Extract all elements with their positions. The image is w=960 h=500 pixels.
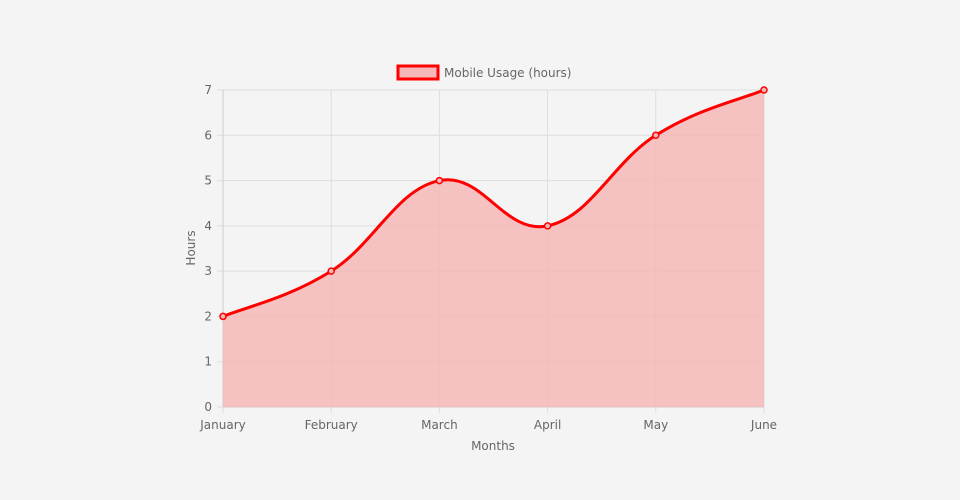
x-tick-label: February [305,418,358,432]
legend-label[interactable]: Mobile Usage (hours) [444,66,571,80]
data-point[interactable] [219,312,227,321]
data-point[interactable] [327,267,335,275]
y-tick-label: 2 [204,309,212,323]
data-point[interactable] [760,86,768,94]
data-point[interactable] [652,131,660,140]
x-tick-label: January [199,418,246,432]
legend[interactable]: Mobile Usage (hours) [396,64,571,81]
data-point[interactable] [435,176,444,185]
x-axis-title: Months [471,439,515,453]
data-point[interactable] [543,222,552,230]
x-tick-label: March [421,418,458,432]
y-tick-label: 0 [204,400,212,414]
x-tick-label: April [534,418,561,432]
y-tick-label: 3 [204,264,212,278]
y-tick-label: 6 [204,128,212,142]
series-area [223,90,764,407]
data-points [219,86,768,321]
y-tick-label: 5 [204,174,212,188]
legend-swatch[interactable] [396,64,440,81]
y-tick-label: 7 [204,83,212,97]
area-fill-layer [223,90,764,407]
x-tick-label: June [750,418,777,432]
x-axis-ticks: January February March April May June [199,418,777,432]
y-tick-label: 4 [204,219,212,233]
y-axis-ticks: 0 1 2 3 4 5 6 7 [204,83,212,414]
x-tick-label: May [643,418,668,432]
y-axis-title: Hours [184,230,198,265]
y-tick-label: 1 [204,355,212,369]
